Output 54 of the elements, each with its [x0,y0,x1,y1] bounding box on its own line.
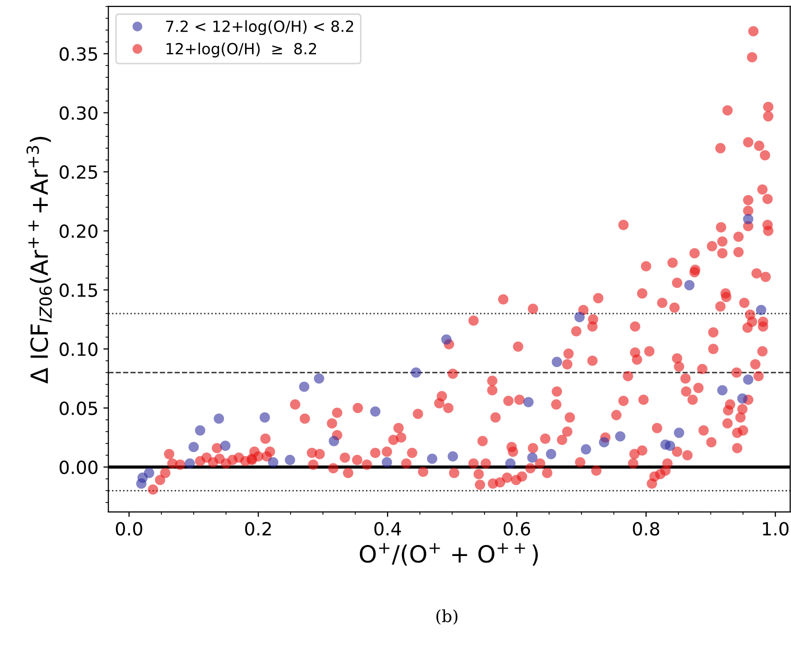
point [328,436,340,446]
point [743,374,754,385]
point [441,334,452,345]
point [284,454,296,466]
x-axis-title: O$^{+}$/(O$^{+}$ + O$^{++}$) [360,543,538,566]
x-tick-label: 0.8 [632,522,660,536]
point [756,304,766,316]
point [674,428,684,438]
point [144,468,154,478]
point [737,393,748,404]
legend-label: 7.2 < 12+log(O/H) < 8.2 [166,20,354,36]
point [546,448,556,460]
point [523,396,534,408]
point [574,312,585,322]
y-axis-title: Δ ICF$_{IZ06}$(Ar$^{++}$+Ar$^{+3}$) [26,136,52,384]
point [268,457,278,468]
point [260,412,270,423]
y-tick-label: 0.25 [60,165,98,179]
y-tick-label: 0.00 [60,460,98,474]
point [184,458,195,469]
x-tick-label: 1.0 [762,522,789,536]
point [220,440,230,451]
y-tick-label: 0.20 [60,224,98,238]
point [448,451,458,462]
point [314,373,324,384]
point [214,413,224,424]
point [684,280,695,290]
point [717,385,728,396]
x-tick-label: 0.4 [374,522,401,536]
point [299,382,310,392]
y-tick-label: 0.05 [60,401,98,416]
point [505,458,516,469]
point [598,437,610,448]
point [743,214,754,224]
point [194,425,206,436]
point [580,444,592,454]
y-tick-label: 0.10 [60,342,98,356]
point [370,406,380,417]
point [615,431,626,442]
point [382,457,392,468]
x-tick-label: 0.6 [504,522,530,536]
point [427,454,438,464]
y-tick-label: 0.15 [60,283,98,298]
text: (b) [436,609,458,625]
y-tick-label: 0.35 [60,47,98,61]
y-tick-label: 0.30 [60,106,98,120]
x-tick-label: 0.2 [245,522,271,536]
point [664,440,676,451]
point [410,367,422,378]
point [552,356,562,368]
point [188,442,199,452]
x-tick-label: 0.0 [116,522,142,536]
point [527,452,538,463]
legend-label: 12+log(O/H) ≥ 8.2 [166,42,316,58]
